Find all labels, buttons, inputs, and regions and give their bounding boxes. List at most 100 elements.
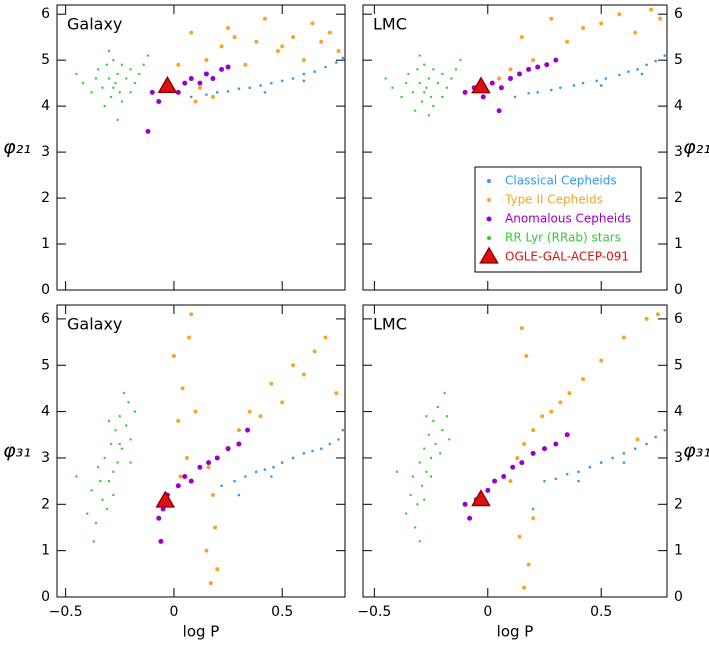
point (462, 89, 468, 95)
legend-label: OGLE-GAL-ACEP-091 (505, 250, 629, 264)
point (663, 428, 667, 432)
point (254, 39, 259, 44)
point (517, 71, 523, 77)
point (210, 76, 216, 82)
point (416, 68, 419, 71)
point (204, 548, 209, 553)
point (310, 21, 315, 26)
x-axis-label: log P (183, 623, 220, 641)
point (302, 452, 306, 455)
point (120, 63, 124, 66)
y-tick-label: 5 (674, 357, 683, 373)
point (536, 91, 539, 94)
point (420, 100, 424, 103)
point (259, 84, 262, 87)
point (423, 447, 426, 450)
point (188, 478, 194, 484)
point (427, 77, 430, 80)
point (133, 410, 137, 413)
point (558, 400, 563, 405)
x-tick-label: 0 (169, 604, 178, 620)
point (636, 68, 639, 71)
point (193, 409, 198, 414)
y-tick-label: 6 (41, 6, 50, 22)
point (118, 91, 121, 94)
x-tick-label: 0 (483, 604, 492, 620)
point (291, 77, 295, 80)
point (225, 446, 231, 452)
point (94, 521, 98, 525)
point (635, 437, 640, 442)
point (416, 503, 419, 506)
point (214, 455, 220, 461)
point (617, 12, 622, 17)
point (441, 95, 444, 99)
point (541, 446, 547, 452)
y-tick-label: 6 (41, 311, 50, 327)
point (189, 95, 193, 99)
point (462, 501, 468, 507)
point (395, 470, 399, 474)
point (280, 79, 284, 83)
point (226, 25, 231, 30)
point (438, 452, 442, 455)
point (423, 63, 426, 66)
point (120, 447, 124, 450)
point (302, 72, 306, 76)
point (206, 465, 211, 470)
plot-frame (56, 304, 346, 598)
point (258, 414, 263, 419)
point (149, 89, 155, 95)
point (116, 118, 119, 122)
y-tick-label: 3 (674, 450, 683, 466)
point (436, 81, 440, 85)
point (645, 63, 648, 67)
plot-frame (362, 304, 668, 598)
point (445, 86, 449, 89)
point (105, 63, 109, 66)
point (549, 16, 554, 21)
y-tick-label: 2 (674, 190, 683, 206)
point (432, 68, 435, 71)
y-tick-label: 6 (674, 6, 683, 22)
point (232, 35, 237, 40)
point (522, 442, 527, 447)
point (448, 438, 451, 441)
y-tick-label: 1 (41, 543, 50, 559)
point (205, 93, 208, 96)
point (220, 484, 223, 488)
point (129, 461, 132, 464)
point (203, 71, 209, 77)
legend-marker (486, 216, 492, 222)
point (549, 409, 554, 414)
point (197, 85, 202, 90)
y-tick-label: 4 (674, 404, 683, 420)
point (112, 86, 115, 89)
point (323, 335, 328, 340)
point (540, 414, 545, 419)
triangle-marker (155, 490, 176, 508)
point (443, 391, 446, 395)
point (146, 54, 150, 57)
point (429, 456, 433, 460)
point (425, 415, 428, 418)
point (564, 432, 570, 438)
point (622, 461, 626, 464)
point (554, 477, 558, 481)
point (103, 104, 106, 108)
point (522, 585, 527, 590)
point (510, 464, 516, 470)
point (429, 95, 433, 99)
point (182, 473, 188, 479)
point (129, 68, 132, 71)
point (517, 534, 522, 539)
point (176, 62, 181, 67)
point (413, 526, 417, 529)
point (116, 72, 119, 76)
point (611, 456, 614, 460)
point (418, 54, 421, 57)
point (213, 525, 218, 530)
point (341, 56, 345, 60)
